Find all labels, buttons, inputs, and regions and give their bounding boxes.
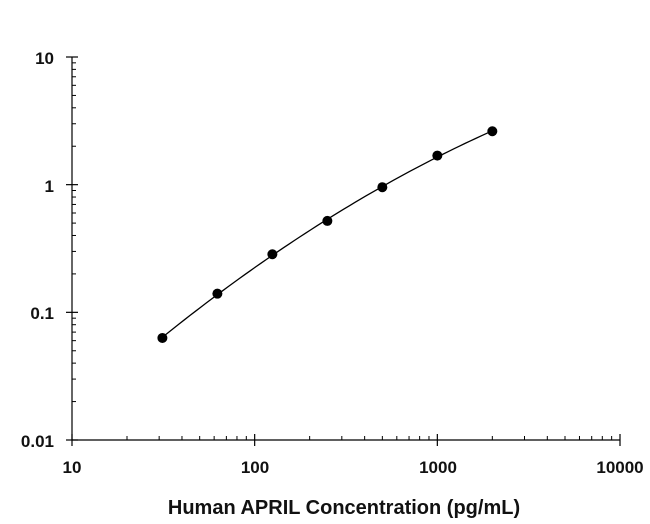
x-tick-labels: 10 100 1000 10000 xyxy=(63,458,644,477)
data-point xyxy=(432,150,443,161)
data-point xyxy=(267,249,278,260)
fit-curve xyxy=(161,130,493,338)
x-tick-label-100: 100 xyxy=(241,458,269,477)
series-group xyxy=(157,126,498,343)
x-tick-label-1000: 1000 xyxy=(419,458,457,477)
data-point xyxy=(487,126,498,137)
x-axis-title: Human APRIL Concentration (pg/mL) xyxy=(168,497,520,519)
x-tick-label-10: 10 xyxy=(63,458,82,477)
data-point xyxy=(157,332,168,343)
y-tick-label-0.01: 0.01 xyxy=(21,432,54,451)
data-point xyxy=(212,288,223,299)
x-axis xyxy=(71,434,621,446)
y-tick-label-1: 1 xyxy=(45,177,54,196)
y-tick-label-0.1: 0.1 xyxy=(30,304,54,323)
y-tick-label-10: 10 xyxy=(35,49,54,68)
data-point xyxy=(377,182,388,193)
y-axis xyxy=(66,56,78,441)
y-tick-labels: 10 1 0.1 0.01 xyxy=(21,49,54,451)
x-tick-label-10000: 10000 xyxy=(596,458,643,477)
data-point xyxy=(322,215,333,226)
